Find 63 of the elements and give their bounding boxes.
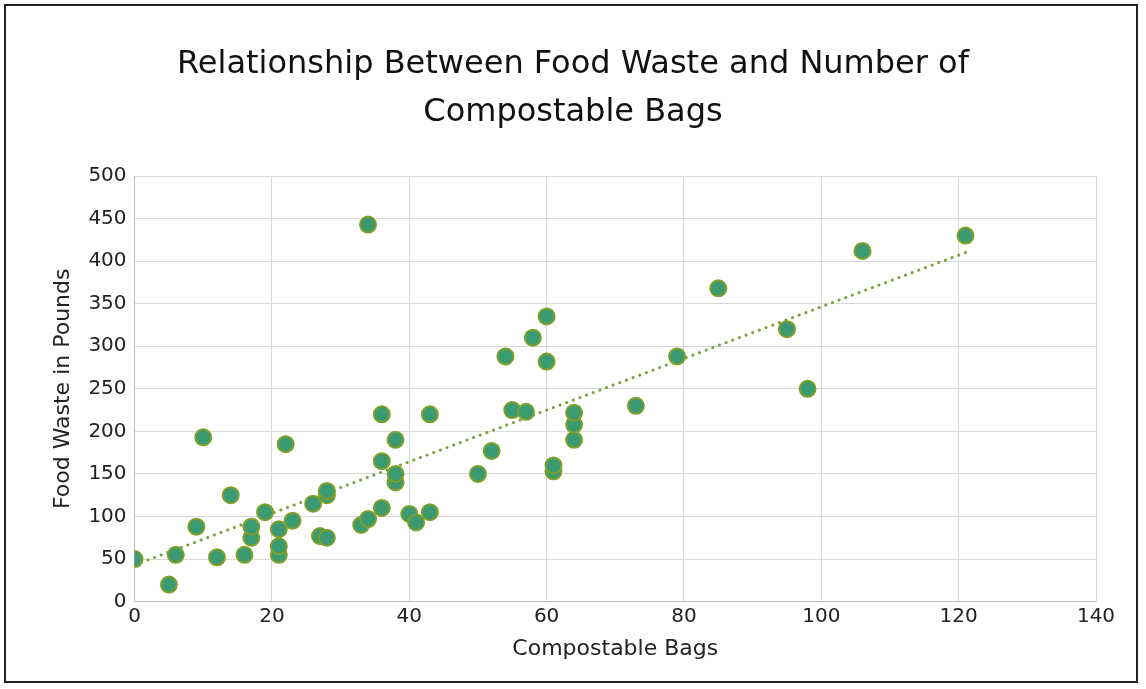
point (283, 511, 302, 530)
point (242, 517, 261, 536)
point (317, 528, 336, 547)
point (269, 537, 288, 556)
point (853, 241, 872, 260)
y-tick-label: 50 (101, 545, 127, 570)
point (372, 498, 391, 517)
x-tick-label: 40 (396, 602, 422, 627)
x-tick-label: 120 (939, 602, 978, 627)
point (386, 464, 405, 483)
y-tick-label: 150 (88, 460, 127, 485)
point (359, 215, 378, 234)
point (420, 405, 439, 424)
point (496, 347, 515, 366)
x-tick-label: 100 (802, 602, 841, 627)
y-tick-label: 450 (88, 204, 127, 229)
y-tick-label: 300 (88, 332, 127, 357)
x-tick-label: 140 (1076, 602, 1116, 627)
y-tick-label: 400 (88, 247, 127, 272)
point (544, 456, 563, 475)
y-tick-label: 500 (88, 162, 127, 187)
point (482, 441, 501, 460)
x-tick-label: 80 (671, 602, 697, 627)
point (626, 396, 645, 415)
chart-title: Relationship Between Food Waste and Number of Compostable Bags (176, 42, 971, 131)
point (256, 503, 275, 522)
point (317, 481, 336, 500)
point (386, 430, 405, 449)
point (372, 405, 391, 424)
point (159, 575, 178, 594)
point (407, 513, 426, 532)
point (777, 320, 796, 339)
point (517, 402, 536, 421)
point (166, 545, 185, 564)
point (187, 517, 206, 536)
point (420, 503, 439, 522)
point (269, 520, 288, 539)
point (221, 486, 240, 505)
x-axis-title: Compostable Bags (512, 634, 719, 660)
y-tick-label: 350 (88, 289, 127, 314)
point (372, 452, 391, 471)
y-axis-title: Food Waste in Pounds (48, 268, 74, 510)
point (956, 226, 975, 245)
x-tick-label: 60 (533, 602, 560, 627)
point (194, 428, 213, 447)
y-tick-label: 100 (88, 502, 127, 527)
point (359, 510, 378, 529)
point (304, 494, 323, 513)
point (207, 548, 226, 567)
point (798, 379, 817, 398)
point (537, 352, 556, 371)
point (709, 279, 728, 298)
point (565, 403, 584, 422)
x-tick-label: 20 (259, 602, 285, 627)
point (537, 307, 556, 326)
y-tick-label: 200 (88, 417, 127, 442)
point (668, 347, 687, 366)
point (523, 328, 542, 347)
point (276, 435, 295, 454)
point (235, 545, 254, 564)
y-tick-label: 250 (88, 375, 127, 399)
point (565, 430, 584, 449)
point (468, 464, 487, 483)
